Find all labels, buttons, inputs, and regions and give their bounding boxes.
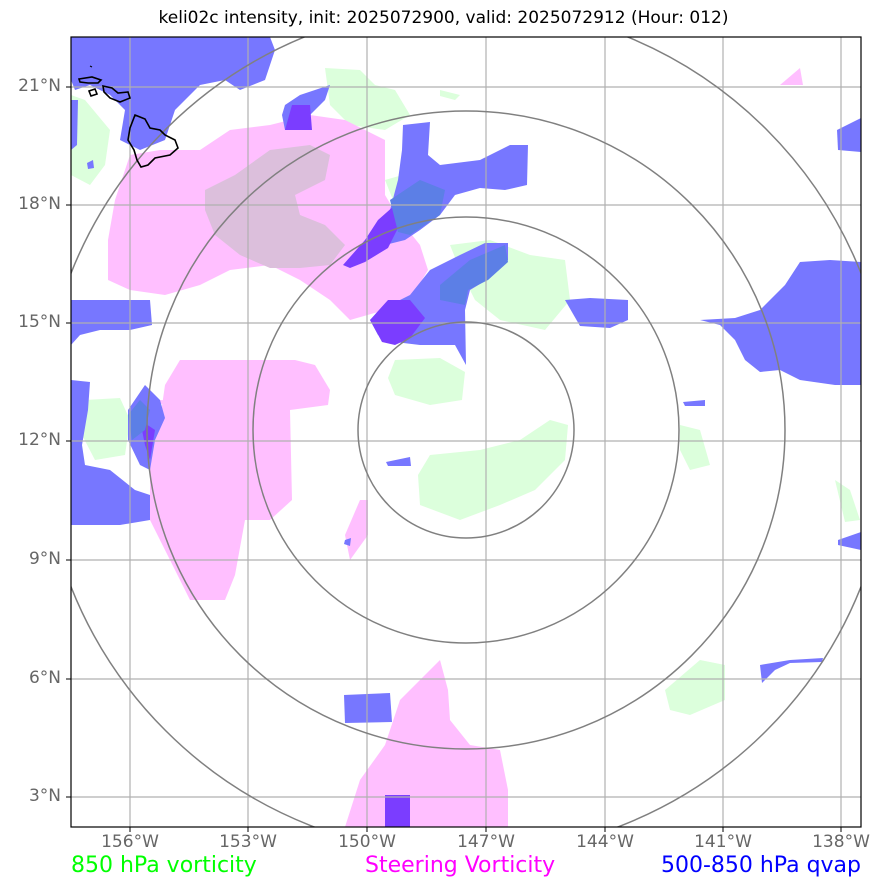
lat-label-6n: 6°N [28,668,61,688]
lat-label-18n: 18°N [18,194,61,214]
lon-label-147w: 147°W [457,832,515,852]
range-rings [71,37,861,827]
tick-marks [66,86,842,832]
lon-label-153w: 153°W [219,832,277,852]
legend-steering-vorticity: Steering Vorticity [365,853,556,878]
lat-label-21n: 21°N [18,76,61,96]
plot-frame [70,36,862,828]
map-plot-area [71,37,861,827]
overlap-region [205,145,345,268]
lat-label-15n: 15°N [18,312,61,332]
gridlines [71,37,861,827]
map-title: keli02c intensity, init: 2025072900, val… [158,8,729,28]
qvap-vorticity-overlap [128,180,508,440]
lat-label-12n: 12°N [18,430,61,450]
legend-qvap: 500-850 hPa qvap [660,853,861,878]
lat-label-3n: 3°N [28,786,61,806]
legend-850-vorticity: 850 hPa vorticity [71,853,257,878]
lon-label-156w: 156°W [101,832,159,852]
lon-label-141w: 141°W [694,832,752,852]
lon-label-144w: 144°W [576,832,634,852]
lon-label-150w: 150°W [338,832,396,852]
lat-label-9n: 9°N [28,549,61,569]
coastline-islands [77,65,179,168]
lon-label-138w: 138°W [812,832,870,852]
